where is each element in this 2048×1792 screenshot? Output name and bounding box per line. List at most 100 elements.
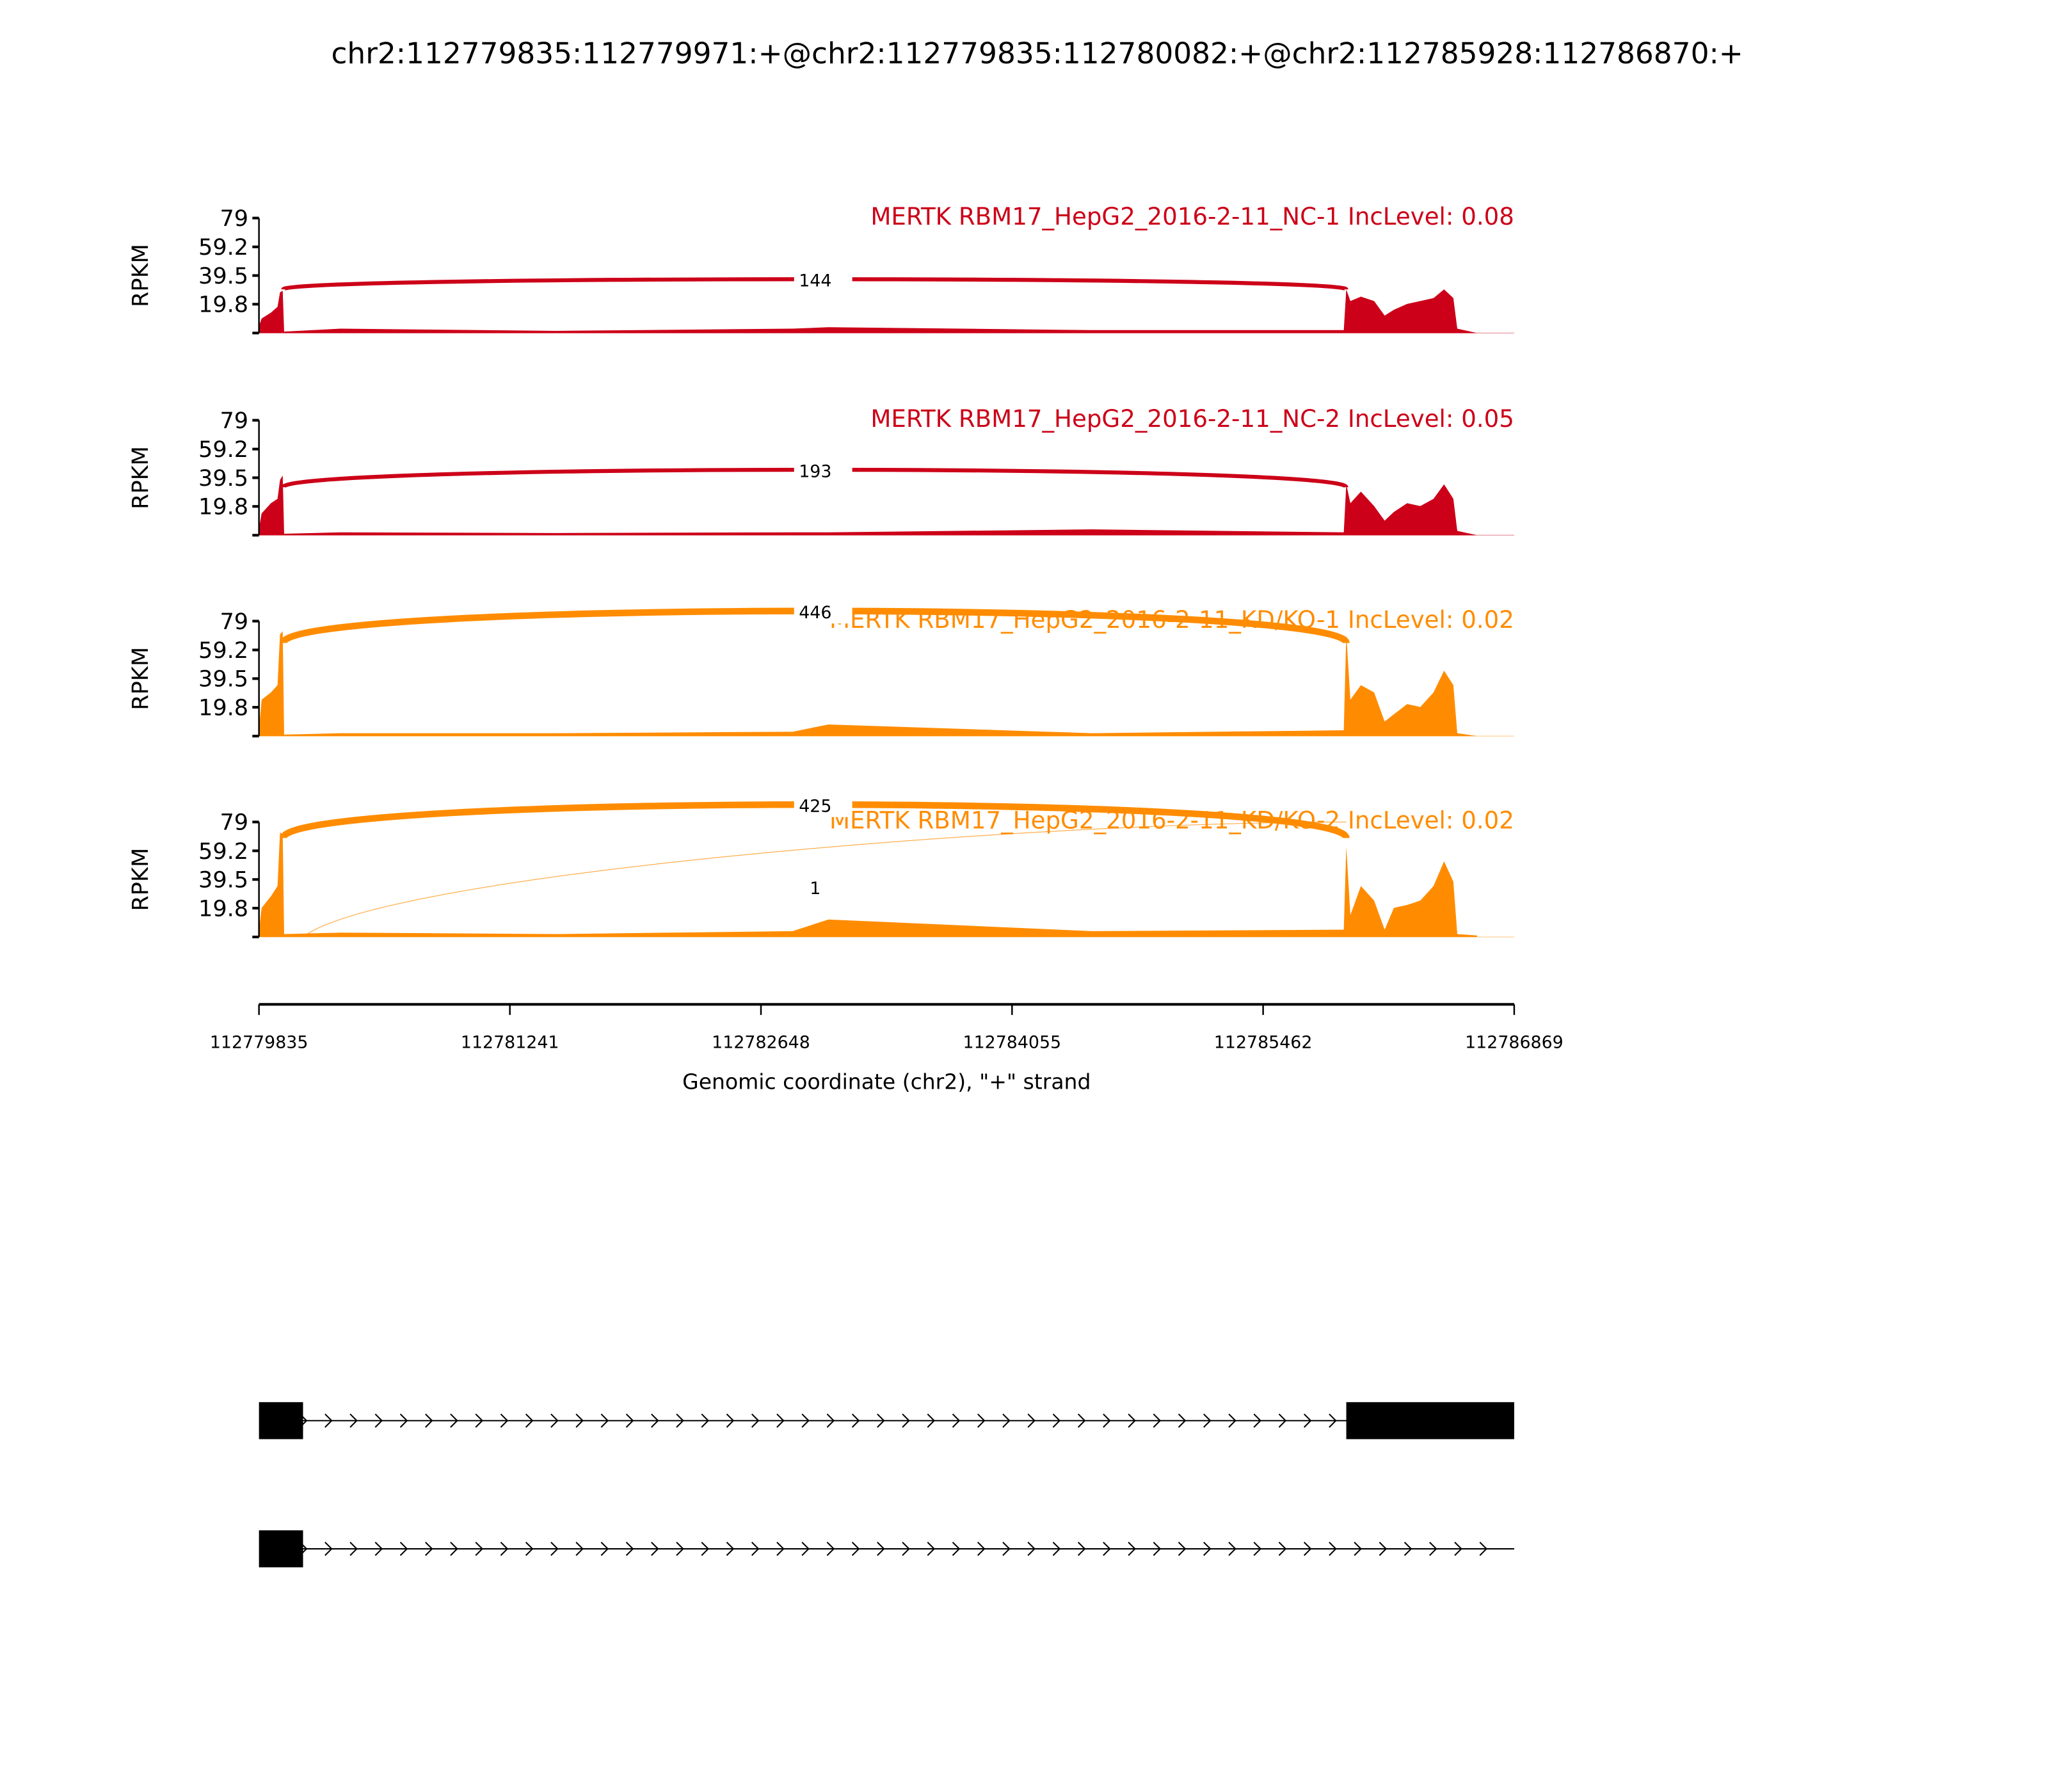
junction-count-label: 446 — [799, 603, 831, 623]
strand-arrow-icon — [324, 1542, 333, 1556]
y-tick-label: 59.2 — [198, 637, 248, 664]
y-tick-label: 39.5 — [198, 867, 248, 893]
strand-arrow-icon — [374, 1542, 383, 1556]
exon-block — [259, 1402, 303, 1439]
strand-arrow-icon — [776, 1413, 785, 1428]
strand-arrow-icon — [525, 1413, 534, 1428]
strand-arrow-icon — [1153, 1542, 1162, 1556]
strand-arrow-icon — [1052, 1542, 1061, 1556]
strand-arrow-icon — [600, 1542, 609, 1556]
strand-arrow-icon — [1103, 1413, 1111, 1428]
strand-arrow-icon — [1278, 1542, 1287, 1556]
x-axis-label: Genomic coordinate (chr2), "+" strand — [682, 1069, 1091, 1094]
strand-arrow-icon — [902, 1413, 910, 1428]
strand-arrow-icon — [1303, 1542, 1312, 1556]
strand-arrow-icon — [1429, 1542, 1437, 1556]
junction-count-label: 425 — [799, 796, 831, 816]
strand-arrow-icon — [399, 1542, 408, 1556]
strand-arrow-icon — [1052, 1413, 1061, 1428]
y-tick-label: 39.5 — [198, 465, 248, 492]
strand-arrow-icon — [1002, 1413, 1011, 1428]
strand-arrow-icon — [575, 1542, 584, 1556]
panel-label: MERTK RBM17_HepG2_2016-2-11_NC-1 IncLeve… — [870, 203, 1514, 230]
transcript-model — [259, 1530, 1514, 1567]
strand-arrow-icon — [1228, 1413, 1236, 1428]
strand-arrow-icon — [1329, 1413, 1337, 1428]
y-tick-label: 59.2 — [198, 838, 248, 865]
strand-arrow-icon — [374, 1413, 383, 1428]
y-tick-label: 19.8 — [198, 895, 248, 922]
strand-arrow-icon — [726, 1413, 735, 1428]
y-axis-label: RPKM — [127, 446, 154, 509]
strand-arrow-icon — [1128, 1542, 1136, 1556]
strand-arrow-icon — [1228, 1542, 1236, 1556]
strand-arrow-icon — [500, 1413, 509, 1428]
strand-arrow-icon — [1379, 1542, 1388, 1556]
strand-arrow-icon — [575, 1413, 584, 1428]
strand-arrow-icon — [651, 1542, 659, 1556]
coverage-area — [259, 476, 1477, 536]
strand-arrow-icon — [751, 1542, 760, 1556]
strand-arrow-icon — [826, 1542, 835, 1556]
x-tick-label: 112779835 — [210, 1032, 308, 1052]
strand-arrow-icon — [1077, 1413, 1086, 1428]
strand-arrow-icon — [977, 1413, 986, 1428]
x-tick-label: 112781241 — [461, 1032, 559, 1052]
y-tick-label: 19.8 — [198, 292, 248, 318]
transcript-model — [259, 1402, 1514, 1439]
strand-arrow-icon — [1454, 1542, 1462, 1556]
junction-label-box — [794, 268, 852, 292]
strand-arrow-icon — [1103, 1542, 1111, 1556]
strand-arrow-icon — [701, 1413, 710, 1428]
strand-arrow-icon — [1178, 1413, 1187, 1428]
strand-arrow-icon — [625, 1413, 634, 1428]
strand-arrow-icon — [1178, 1542, 1187, 1556]
strand-arrow-icon — [1479, 1542, 1488, 1556]
y-tick-label: 79 — [220, 810, 248, 836]
y-tick-label: 39.5 — [198, 263, 248, 289]
panel-label: MERTK RBM17_HepG2_2016-2-11_NC-2 IncLeve… — [870, 405, 1514, 433]
y-tick-label: 79 — [220, 609, 248, 635]
strand-arrow-icon — [1153, 1413, 1162, 1428]
x-tick-label: 112784055 — [963, 1032, 1062, 1052]
strand-arrow-icon — [651, 1413, 659, 1428]
strand-arrow-icon — [851, 1413, 860, 1428]
strand-arrow-icon — [349, 1542, 358, 1556]
strand-arrow-icon — [1203, 1542, 1212, 1556]
strand-arrow-icon — [1253, 1413, 1262, 1428]
strand-arrow-icon — [927, 1542, 936, 1556]
strand-arrow-icon — [676, 1542, 684, 1556]
y-axis-label: RPKM — [127, 244, 154, 307]
strand-arrow-icon — [927, 1413, 936, 1428]
strand-arrow-icon — [801, 1413, 810, 1428]
y-tick-label: 59.2 — [198, 436, 248, 463]
junction-arc — [303, 821, 1347, 938]
x-axis: 112779835 112781241 112782648 112784055 1127… — [210, 1003, 1564, 1052]
strand-arrow-icon — [1278, 1413, 1287, 1428]
strand-arrow-icon — [1128, 1413, 1136, 1428]
coverage-area — [259, 832, 1477, 938]
strand-arrow-icon — [1027, 1413, 1036, 1428]
strand-arrow-icon — [1002, 1542, 1011, 1556]
exon-block — [259, 1530, 303, 1567]
strand-arrow-icon — [525, 1542, 534, 1556]
strand-arrow-icon — [877, 1413, 885, 1428]
strand-arrow-icon — [952, 1542, 961, 1556]
strand-arrow-icon — [751, 1413, 760, 1428]
strand-arrow-icon — [851, 1542, 860, 1556]
strand-arrow-icon — [324, 1413, 333, 1428]
strand-arrow-icon — [676, 1413, 684, 1428]
strand-arrow-icon — [1303, 1413, 1312, 1428]
y-tick-label: 39.5 — [198, 666, 248, 692]
strand-arrow-icon — [952, 1413, 961, 1428]
y-axis-label: RPKM — [127, 647, 154, 710]
junction-label-box — [794, 793, 852, 817]
strand-arrow-icon — [500, 1542, 509, 1556]
strand-arrow-icon — [600, 1413, 609, 1428]
coverage-area — [259, 631, 1477, 737]
y-tick-label: 19.8 — [198, 494, 248, 520]
x-tick-label: 112785462 — [1214, 1032, 1313, 1052]
